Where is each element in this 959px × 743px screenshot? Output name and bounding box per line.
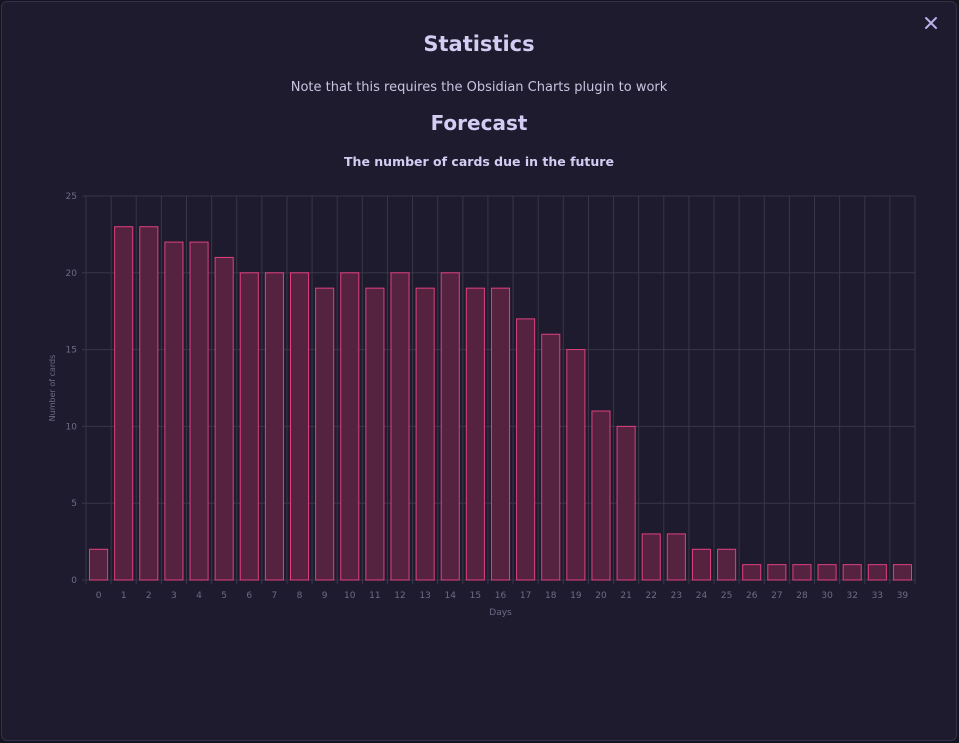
bar: [641, 533, 661, 581]
x-tick-label: 14: [445, 591, 457, 601]
close-icon: [925, 17, 937, 29]
x-tick-label: 25: [721, 591, 732, 601]
x-tick-label: 22: [646, 591, 657, 601]
bar: [591, 410, 611, 581]
x-tick-label: 20: [595, 591, 607, 601]
x-tick-label: 4: [196, 591, 202, 601]
bar: [867, 564, 887, 581]
forecast-heading: Forecast: [430, 111, 528, 135]
bar: [114, 226, 134, 581]
x-tick-label: 5: [221, 591, 227, 601]
bar: [189, 241, 209, 581]
close-button[interactable]: [920, 12, 942, 34]
x-tick-label: 18: [545, 591, 557, 601]
x-tick-label: 0: [96, 591, 102, 601]
bar: [139, 226, 159, 581]
bar: [440, 272, 460, 581]
x-tick-label: 28: [796, 591, 808, 601]
x-tick-label: 33: [872, 591, 883, 601]
bar: [742, 564, 762, 581]
bar: [365, 287, 385, 581]
chart-title: The number of cards due in the future: [344, 154, 614, 169]
x-tick-label: 26: [746, 591, 758, 601]
x-tick-label: 3: [171, 591, 177, 601]
bar: [89, 548, 109, 581]
bar: [691, 548, 712, 581]
bar: [666, 533, 686, 581]
x-tick-label: 15: [470, 591, 481, 601]
x-tick-label: 6: [246, 591, 252, 601]
bar: [340, 272, 360, 581]
bar: [315, 287, 335, 581]
x-tick-label: 19: [570, 591, 582, 601]
x-tick-label: 12: [394, 591, 405, 601]
bar: [717, 548, 737, 581]
bar: [616, 425, 636, 581]
x-tick-label: 17: [520, 591, 531, 601]
bar: [390, 272, 410, 581]
bar: [892, 564, 912, 581]
x-tick-label: 27: [771, 591, 782, 601]
bar: [164, 241, 184, 581]
x-tick-label: 21: [620, 591, 631, 601]
x-tick-label: 16: [495, 591, 507, 601]
bar: [541, 333, 561, 581]
x-tick-label: 24: [696, 591, 708, 601]
bar: [239, 272, 259, 581]
x-tick-label: 1: [121, 591, 127, 601]
x-tick-label: 30: [821, 591, 833, 601]
bar: [566, 349, 586, 581]
x-tick-label: 7: [272, 591, 278, 601]
y-tick-label: 25: [66, 192, 77, 202]
bar: [289, 272, 310, 581]
y-axis-label: Number of cards: [48, 355, 57, 422]
bar: [792, 564, 812, 581]
x-tick-label: 9: [322, 591, 328, 601]
x-tick-label: 23: [671, 591, 682, 601]
bar: [415, 287, 435, 581]
bar: [465, 287, 485, 581]
bar: [817, 564, 837, 581]
y-tick-label: 20: [66, 269, 78, 279]
bar: [264, 272, 284, 581]
bar: [767, 564, 787, 581]
y-tick-label: 15: [66, 346, 77, 356]
bar: [490, 287, 511, 581]
x-tick-label: 13: [419, 591, 430, 601]
x-tick-label: 2: [146, 591, 152, 601]
x-axis-label: Days: [489, 608, 512, 618]
bar: [516, 318, 536, 581]
plugin-note: Note that this requires the Obsidian Cha…: [290, 80, 668, 95]
bar: [842, 564, 862, 581]
x-tick-label: 10: [344, 591, 356, 601]
x-tick-label: 32: [846, 591, 857, 601]
x-tick-label: 11: [369, 591, 380, 601]
bar: [214, 256, 234, 581]
x-tick-label: 8: [297, 591, 303, 601]
modal-title: Statistics: [423, 32, 535, 56]
y-tick-label: 0: [71, 576, 77, 586]
y-tick-label: 5: [71, 499, 77, 509]
x-tick-label: 39: [897, 591, 909, 601]
y-tick-label: 10: [66, 422, 78, 432]
